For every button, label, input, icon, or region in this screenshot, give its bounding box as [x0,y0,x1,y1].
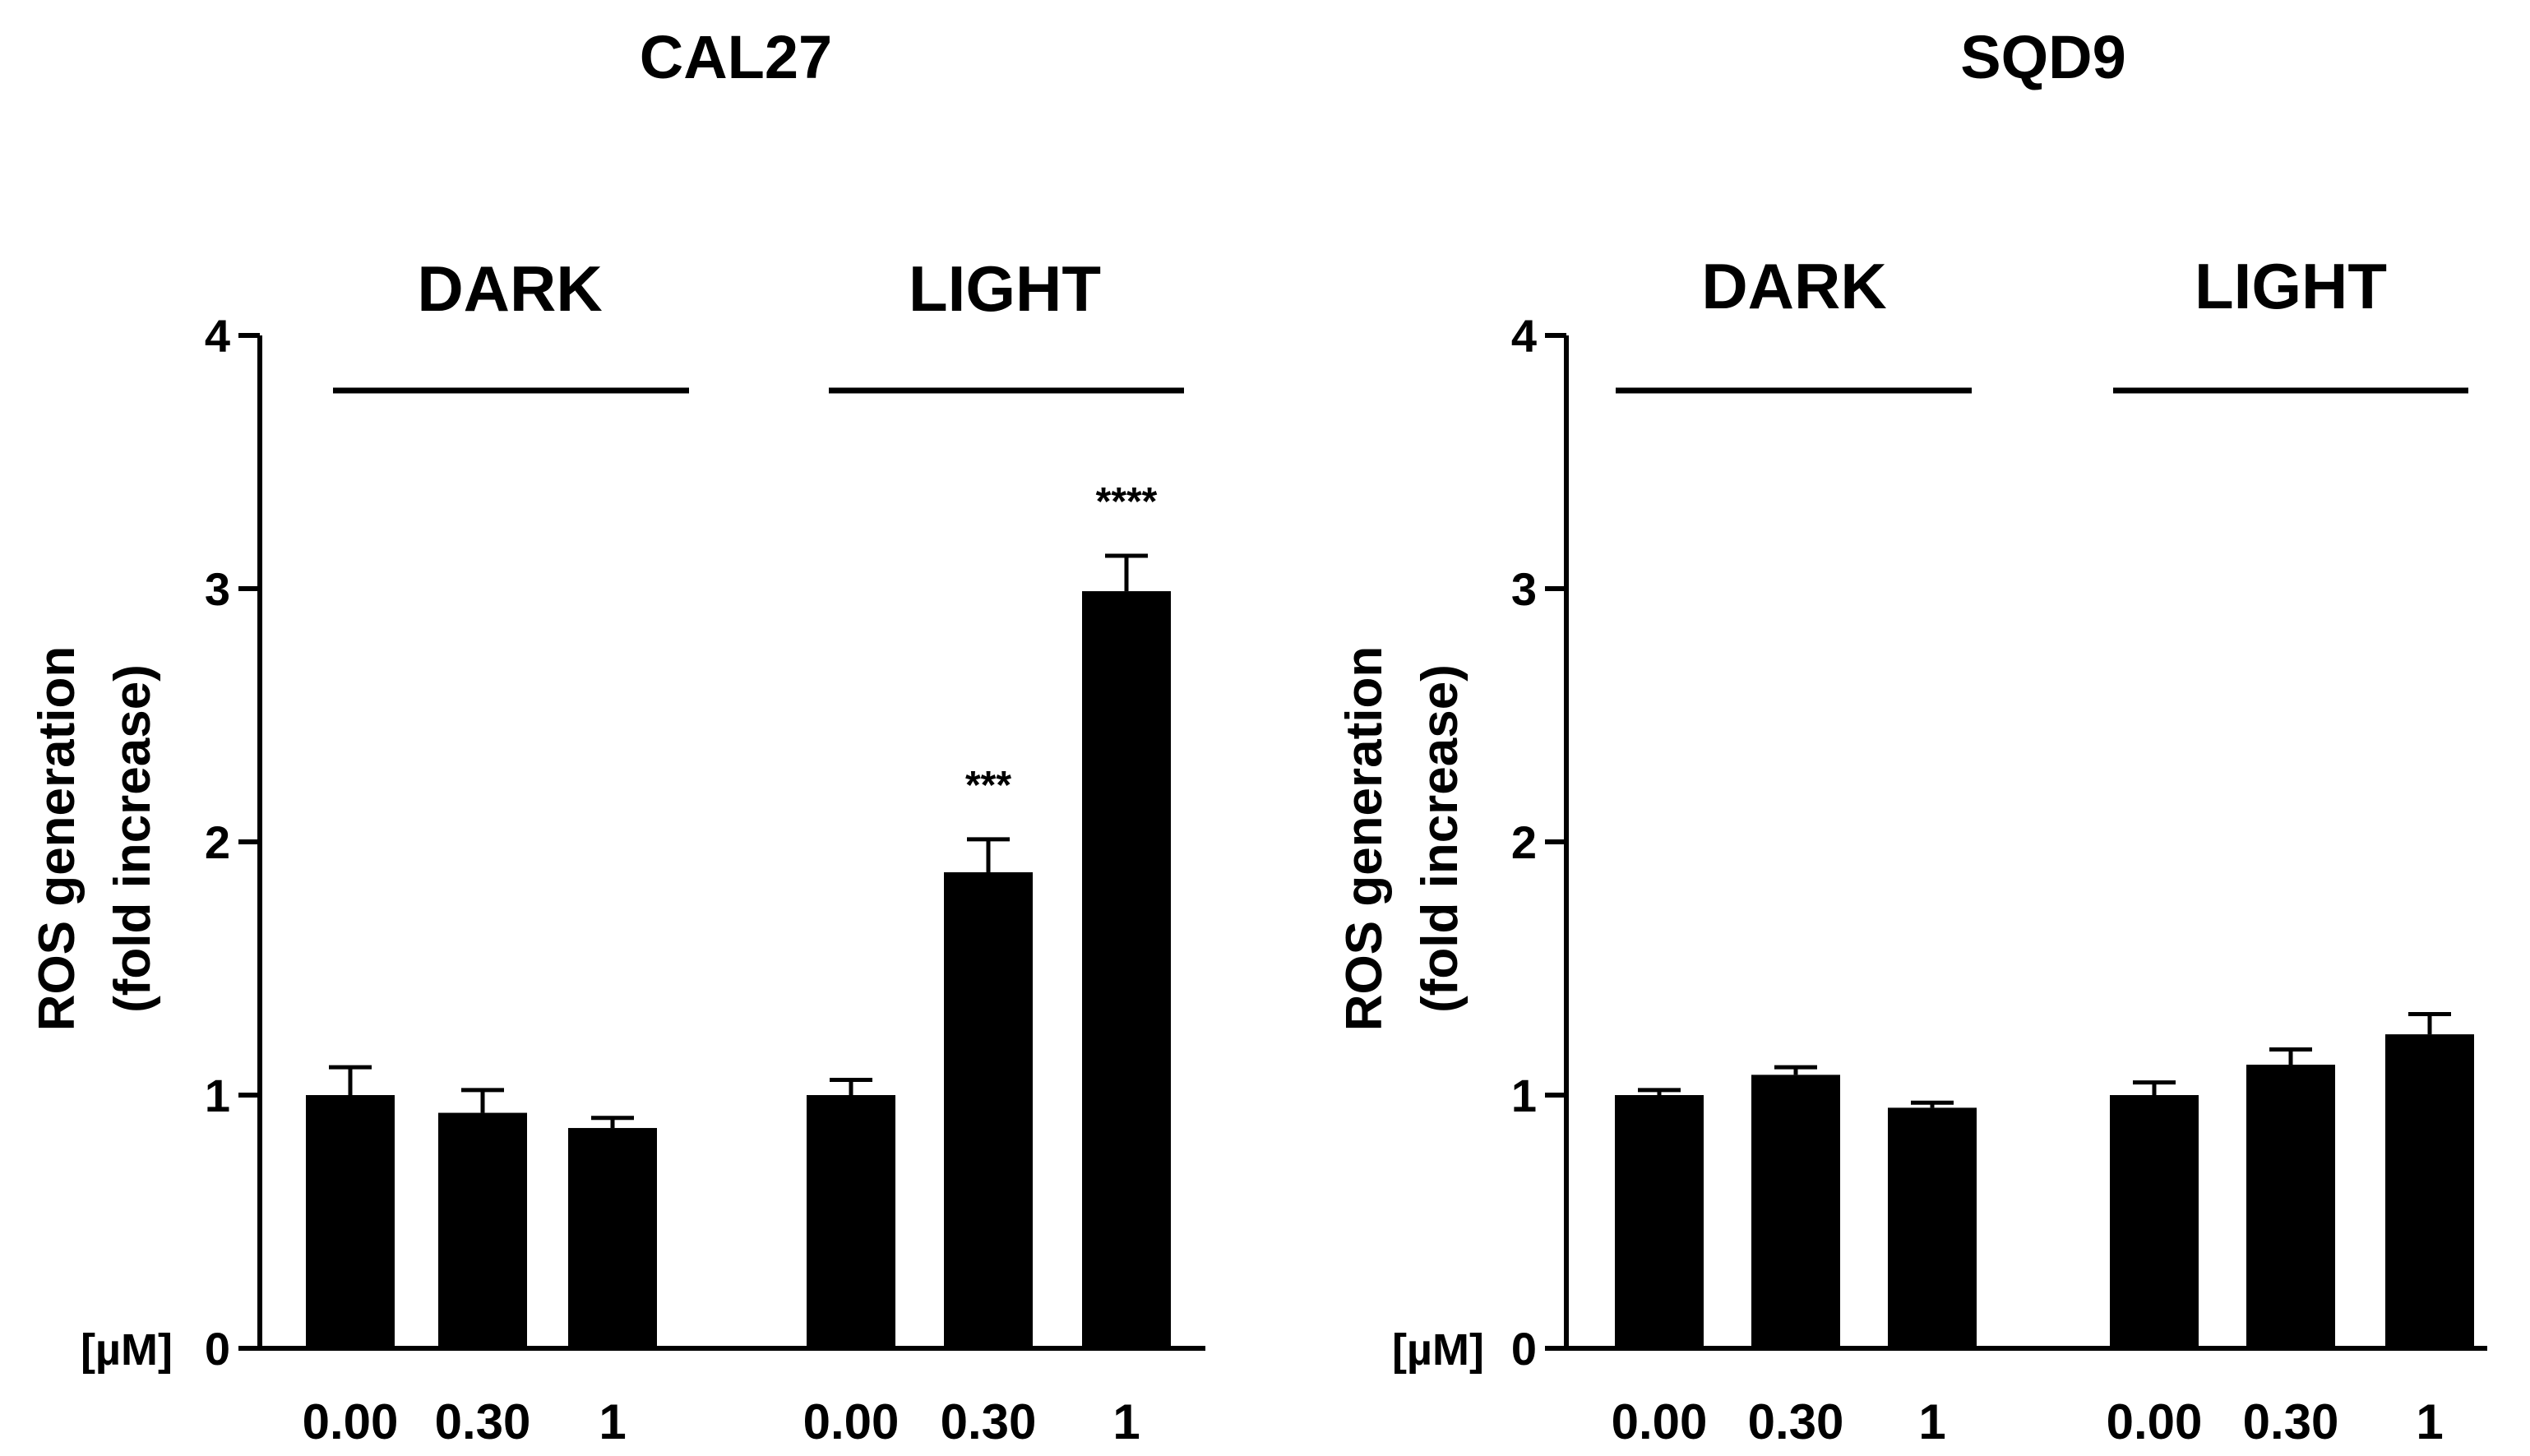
y-axis-label-line-2: (fold increase) [104,664,161,1013]
chart-panel-cal27: CAL27 ROS generation (fold increase) [µM… [29,23,1205,1449]
y-axis-label-line-1: ROS generation [1336,646,1393,1032]
x-tick-label: 0.00 [303,1394,399,1449]
x-tick-label: 0.00 [1612,1394,1708,1449]
bar [1751,1075,1840,1348]
x-tick-label: 0.30 [1748,1394,1844,1449]
bar [2385,1034,2474,1348]
group-label-light: LIGHT [2195,250,2387,322]
chart-panel-sqd9: SQD9 ROS generation (fold increase) [µM]… [1336,23,2487,1449]
y-axis-label-line-2: (fold increase) [1412,664,1469,1013]
x-tick-label: 1 [1918,1394,1945,1449]
x-unit-label: [µM] [81,1325,173,1375]
y-tick-label: 4 [1511,310,1537,362]
x-tick-label: 1 [599,1394,626,1449]
x-tick-label: 0.30 [941,1394,1037,1449]
x-unit-label: [µM] [1392,1325,1484,1375]
group-label-light: LIGHT [909,252,1101,325]
bar [1888,1107,1977,1348]
significance-label: **** [1096,480,1158,524]
bar [1615,1095,1704,1348]
y-tick-label: 1 [1511,1070,1537,1121]
group-label-dark: DARK [1701,250,1886,322]
bar [306,1095,395,1348]
significance-label: *** [965,764,1011,807]
x-tick-label: 0.30 [2243,1394,2339,1449]
bar [1082,591,1171,1348]
chart-title: CAL27 [640,23,832,91]
bar [2110,1095,2199,1348]
y-tick-label: 1 [205,1070,230,1121]
y-tick-label: 4 [205,310,230,362]
y-tick-label: 0 [205,1323,230,1375]
y-tick-label: 3 [1511,563,1537,615]
bar [944,871,1033,1348]
x-tick-label: 0.30 [435,1394,531,1449]
y-tick-label: 3 [205,563,230,615]
bar [568,1128,657,1348]
chart-title: SQD9 [1960,23,2126,91]
y-tick-label: 2 [205,816,230,868]
x-tick-label: 0.00 [2107,1394,2203,1449]
y-tick-label: 0 [1511,1323,1537,1375]
x-tick-label: 1 [1112,1394,1140,1449]
bar [807,1095,895,1348]
x-tick-label: 0.00 [803,1394,900,1449]
y-axis-label-line-1: ROS generation [29,646,86,1032]
y-axis-label: ROS generation (fold increase) [1336,646,1469,1032]
y-tick-label: 2 [1511,816,1537,868]
y-axis-label: ROS generation (fold increase) [29,646,161,1032]
bar [438,1112,527,1348]
x-tick-label: 1 [2416,1394,2443,1449]
bar [2246,1065,2335,1348]
group-label-dark: DARK [417,252,602,325]
